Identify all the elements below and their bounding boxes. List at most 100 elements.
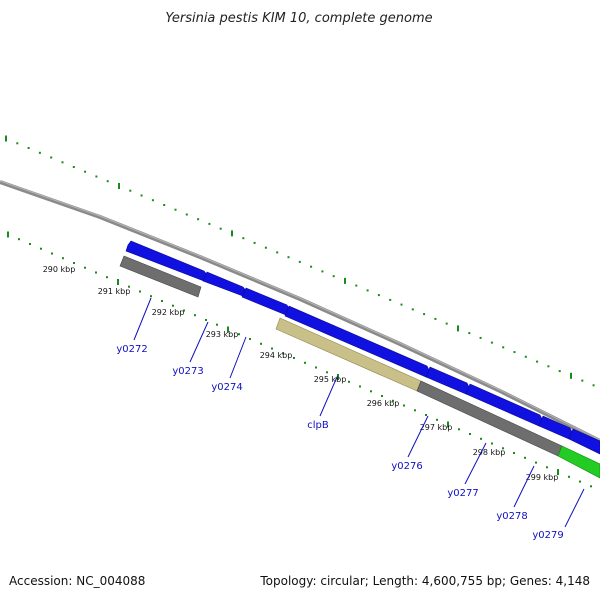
minor-tick bbox=[377, 294, 380, 297]
minor-tick bbox=[253, 241, 256, 244]
minor-tick bbox=[304, 361, 306, 364]
minor-tick bbox=[423, 313, 426, 316]
forward-strand-genes bbox=[125, 240, 600, 455]
minor-tick bbox=[592, 384, 595, 387]
major-tick bbox=[118, 183, 120, 189]
minor-tick bbox=[425, 414, 427, 416]
minor-tick bbox=[172, 304, 174, 307]
minor-tick bbox=[590, 485, 592, 488]
minor-tick bbox=[50, 156, 53, 159]
minor-tick bbox=[95, 271, 97, 274]
gene-label[interactable]: y0274 bbox=[211, 382, 242, 393]
genome-summary-text: Topology: circular; Length: 4,600,755 bp… bbox=[260, 574, 590, 588]
minor-tick bbox=[84, 266, 86, 269]
tick-label: 298 kbp bbox=[473, 448, 506, 457]
minor-tick bbox=[445, 322, 448, 325]
minor-tick bbox=[106, 180, 109, 183]
tick-label: 294 kbp bbox=[260, 351, 293, 360]
major-tick bbox=[557, 469, 559, 476]
major-tick bbox=[227, 326, 229, 333]
minor-tick bbox=[458, 428, 460, 431]
minor-tick bbox=[389, 298, 392, 301]
minor-tick bbox=[29, 243, 31, 245]
minor-tick bbox=[27, 147, 30, 149]
minor-tick bbox=[51, 252, 53, 255]
minor-tick bbox=[355, 284, 358, 287]
gene-feature-forward[interactable] bbox=[568, 428, 600, 455]
gene-label[interactable]: y0277 bbox=[447, 488, 478, 499]
minor-tick bbox=[128, 285, 130, 288]
minor-tick bbox=[84, 170, 87, 173]
minor-tick bbox=[502, 346, 505, 349]
gene-label[interactable]: y0279 bbox=[532, 530, 563, 541]
minor-tick bbox=[479, 336, 482, 339]
tick-label: 297 kbp bbox=[420, 423, 453, 432]
minor-tick bbox=[381, 395, 383, 397]
map-title: Yersinia pestis KIM 10, complete genome bbox=[165, 11, 432, 26]
minor-tick bbox=[150, 295, 152, 298]
gene-label[interactable]: y0272 bbox=[116, 344, 147, 355]
minor-tick bbox=[151, 199, 154, 202]
gene-label[interactable]: y0276 bbox=[391, 461, 422, 472]
minor-tick bbox=[140, 194, 143, 197]
minor-tick bbox=[95, 175, 98, 178]
gene-leader-line bbox=[513, 465, 535, 508]
minor-tick bbox=[62, 257, 64, 260]
major-tick bbox=[457, 325, 459, 332]
tick-label: 296 kbp bbox=[367, 399, 400, 408]
gene-feature-reverse[interactable] bbox=[119, 255, 202, 298]
minor-tick bbox=[411, 308, 414, 311]
minor-tick bbox=[40, 247, 42, 250]
minor-tick bbox=[238, 333, 240, 336]
gene-leader-line bbox=[133, 297, 152, 341]
minor-tick bbox=[366, 289, 369, 292]
minor-tick bbox=[293, 357, 295, 359]
gene-label[interactable]: y0273 bbox=[172, 366, 203, 377]
minor-tick bbox=[568, 475, 570, 478]
minor-tick bbox=[579, 480, 581, 483]
minor-tick bbox=[370, 390, 372, 393]
minor-tick bbox=[139, 290, 141, 293]
minor-tick bbox=[321, 270, 324, 273]
minor-tick bbox=[326, 371, 328, 374]
gene-feature-green[interactable] bbox=[557, 445, 600, 479]
major-tick bbox=[231, 230, 233, 237]
minor-tick bbox=[332, 275, 335, 278]
minor-tick bbox=[524, 355, 527, 358]
minor-tick bbox=[359, 385, 361, 388]
minor-tick bbox=[392, 399, 394, 402]
minor-tick bbox=[260, 342, 262, 345]
minor-tick bbox=[513, 452, 515, 454]
minor-tick bbox=[161, 300, 163, 302]
tick-label: 293 kbp bbox=[206, 330, 239, 339]
minor-tick bbox=[129, 189, 132, 192]
minor-tick bbox=[403, 404, 405, 407]
minor-tick bbox=[271, 347, 273, 350]
gene-leader-line bbox=[229, 336, 247, 379]
gene-label[interactable]: y0278 bbox=[496, 511, 527, 522]
gene-leader-line bbox=[564, 488, 585, 528]
major-tick bbox=[337, 374, 339, 380]
minor-tick bbox=[414, 409, 416, 412]
major-tick bbox=[344, 277, 346, 284]
minor-tick bbox=[546, 466, 548, 469]
tick-label: 290 kbp bbox=[43, 265, 76, 274]
tick-label: 299 kbp bbox=[526, 473, 559, 482]
minor-tick bbox=[282, 352, 284, 355]
gene-label[interactable]: clpB bbox=[307, 420, 329, 431]
minor-tick bbox=[400, 303, 403, 306]
gene-leader-line bbox=[319, 376, 338, 417]
minor-tick bbox=[310, 265, 313, 268]
major-tick bbox=[7, 231, 9, 238]
minor-tick bbox=[38, 151, 41, 154]
accession-text: Accession: NC_004088 bbox=[9, 574, 146, 588]
minor-tick bbox=[287, 256, 290, 259]
minor-tick bbox=[16, 142, 19, 145]
major-tick bbox=[447, 421, 449, 428]
reverse-strand-genes bbox=[119, 255, 600, 479]
tick-label: 292 kbp bbox=[152, 308, 185, 317]
minor-tick bbox=[197, 218, 200, 221]
minor-tick bbox=[469, 433, 471, 435]
minor-tick bbox=[219, 227, 222, 230]
